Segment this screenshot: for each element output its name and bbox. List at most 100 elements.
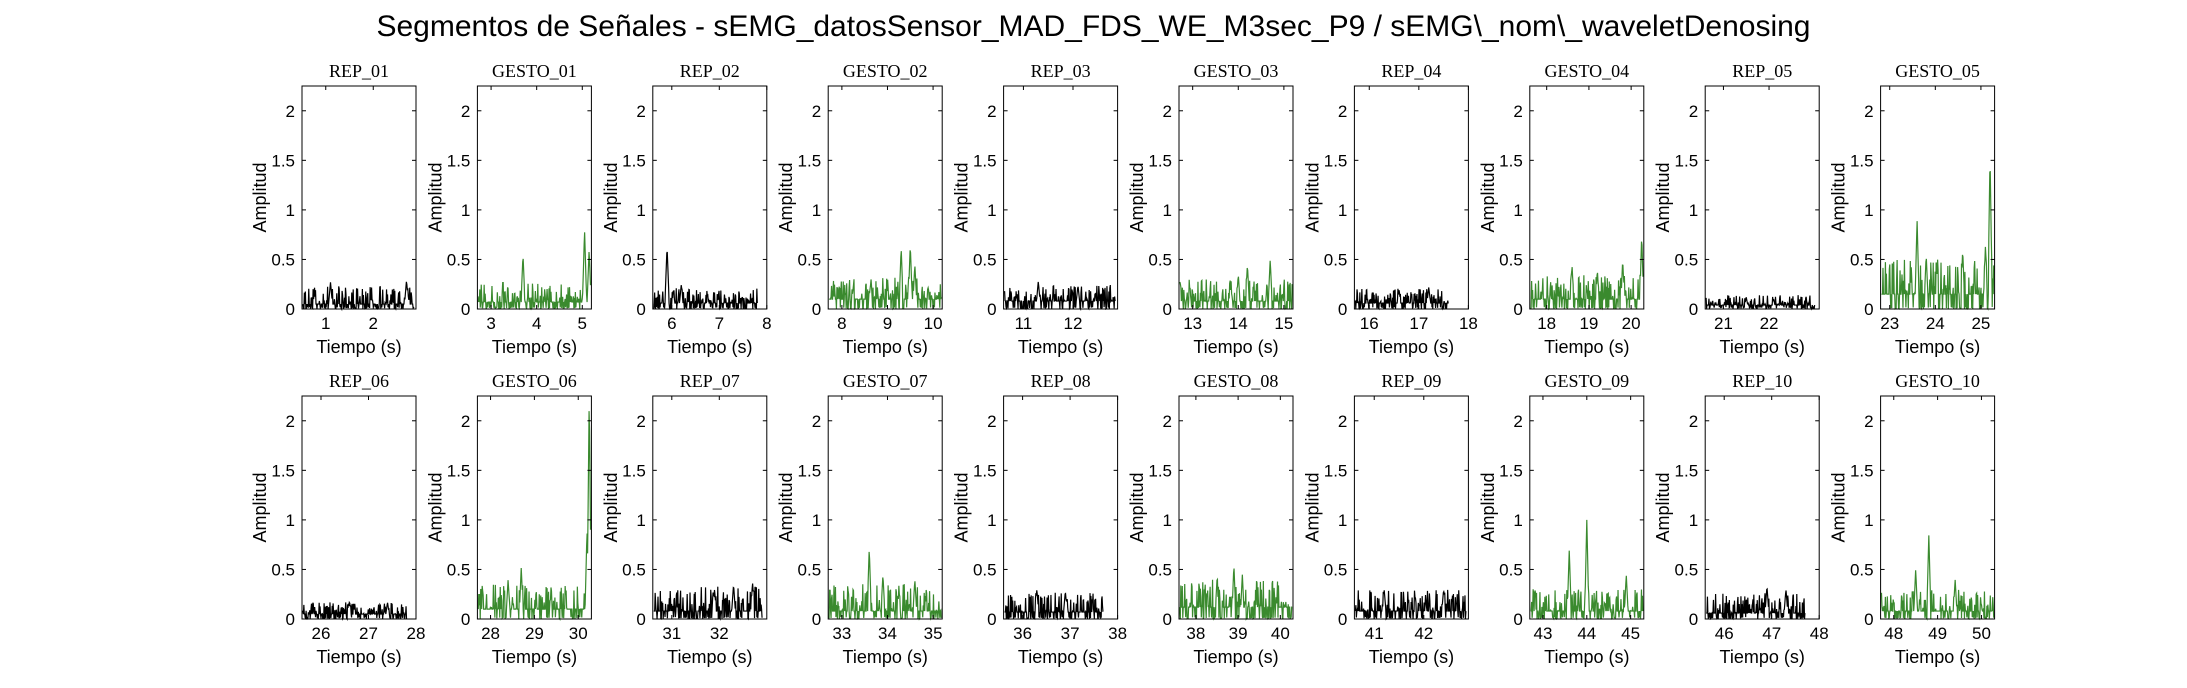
x-tick-label: 12 <box>1064 314 1083 333</box>
subplot-title: GESTO_01 <box>492 61 577 81</box>
signal-line <box>653 251 758 311</box>
y-tick-label: 0 <box>461 300 470 319</box>
y-tick-label: 0 <box>636 300 645 319</box>
y-tick-label: 2 <box>461 412 470 431</box>
y-tick-label: 2 <box>1338 412 1347 431</box>
subplot-gesto_02: GESTO_02 0 0.5 1 1.5 2 8 9 10 Tiempo (s) Amplitud <box>776 61 943 357</box>
y-tick-label: 1 <box>1338 511 1347 530</box>
y-axis-label: Amplitud <box>1653 472 1673 542</box>
y-axis-label: Amplitud <box>776 162 796 232</box>
x-tick-label: 6 <box>667 314 676 333</box>
x-axis-label: Tiempo (s) <box>843 647 928 667</box>
x-tick-label: 28 <box>481 624 500 643</box>
y-axis-label: Amplitud <box>776 472 796 542</box>
y-tick-label: 0 <box>1163 610 1172 629</box>
y-tick-label: 0 <box>1864 610 1873 629</box>
y-axis-label: Amplitud <box>1829 162 1849 232</box>
y-tick-label: 0.5 <box>622 560 646 579</box>
x-axis-label: Tiempo (s) <box>843 337 928 357</box>
x-tick-label: 44 <box>1577 624 1596 643</box>
y-tick-label: 0 <box>812 610 821 629</box>
y-tick-label: 1.5 <box>1499 461 1523 480</box>
y-axis-label: Amplitud <box>250 472 270 542</box>
subplot-rep_06: REP_06 0 0.5 1 1.5 2 26 27 28 Tiempo (s) Amplitud <box>250 371 425 667</box>
x-tick-label: 8 <box>837 314 846 333</box>
x-tick-label: 8 <box>762 314 771 333</box>
x-tick-label: 23 <box>1880 314 1899 333</box>
subplot-rep_08: REP_08 0 0.5 1 1.5 2 36 37 38 Tiempo (s) Amplitud <box>952 371 1127 667</box>
y-tick-label: 1.5 <box>798 151 822 170</box>
y-tick-label: 1.5 <box>1675 151 1699 170</box>
subplot-title: REP_04 <box>1381 61 1441 81</box>
axes-box <box>1704 395 1820 620</box>
y-tick-label: 1 <box>461 511 470 530</box>
y-tick-label: 1.5 <box>973 151 997 170</box>
y-tick-label: 1.5 <box>622 151 646 170</box>
y-axis-label: Amplitud <box>1127 472 1147 542</box>
signal-line <box>1706 587 1806 621</box>
x-tick-label: 5 <box>578 314 587 333</box>
figure-title: Segmentos de Señales - sEMG_datosSensor_… <box>376 10 1811 43</box>
x-tick-label: 30 <box>569 624 588 643</box>
subplot-title: REP_01 <box>329 61 389 81</box>
x-tick-label: 45 <box>1621 624 1640 643</box>
y-tick-label: 1 <box>1338 201 1347 220</box>
x-axis-label: Tiempo (s) <box>1544 337 1629 357</box>
subplot-gesto_10: GESTO_10 0 0.5 1 1.5 2 48 49 50 Tiempo (s) Amplitu… <box>1829 371 1996 667</box>
subplot-title: GESTO_10 <box>1895 371 1980 391</box>
x-axis-label: Tiempo (s) <box>1369 337 1454 357</box>
x-axis-label: Tiempo (s) <box>1895 337 1980 357</box>
x-tick-label: 17 <box>1409 314 1428 333</box>
x-axis-label: Tiempo (s) <box>316 647 401 667</box>
subplot-rep_03: REP_03 0 0.5 1 1.5 2 11 12 Tiempo (s) Amplitud <box>952 61 1119 357</box>
x-tick-label: 31 <box>662 624 681 643</box>
y-tick-label: 1 <box>1864 511 1873 530</box>
y-tick-label: 1 <box>1864 201 1873 220</box>
y-tick-label: 2 <box>987 102 996 121</box>
y-tick-label: 0 <box>1864 300 1873 319</box>
x-tick-label: 46 <box>1715 624 1734 643</box>
y-tick-label: 1.5 <box>1148 151 1172 170</box>
y-tick-label: 1 <box>812 511 821 530</box>
x-tick-label: 34 <box>878 624 897 643</box>
x-axis-label: Tiempo (s) <box>1369 647 1454 667</box>
y-tick-label: 2 <box>636 102 645 121</box>
subplot-title: REP_03 <box>1031 61 1091 81</box>
x-tick-label: 35 <box>924 624 943 643</box>
y-tick-label: 0.5 <box>271 560 295 579</box>
y-tick-label: 1 <box>1513 511 1522 530</box>
x-tick-label: 50 <box>1972 624 1991 643</box>
y-tick-label: 2 <box>1864 102 1873 121</box>
x-tick-label: 47 <box>1762 624 1781 643</box>
y-axis-label: Amplitud <box>952 472 972 542</box>
y-tick-label: 0.5 <box>1148 250 1172 269</box>
subplot-rep_04: REP_04 0 0.5 1 1.5 2 16 17 18 Tiempo (s) Amplitud <box>1302 61 1477 357</box>
subplot-gesto_08: GESTO_08 0 0.5 1 1.5 2 38 39 40 Tiempo (s) Amplitu… <box>1127 371 1294 667</box>
axes-box <box>1003 85 1119 310</box>
x-tick-label: 48 <box>1884 624 1903 643</box>
axes-box <box>1529 85 1645 310</box>
axes-box <box>476 395 592 620</box>
signal-line <box>1004 590 1104 621</box>
x-axis-label: Tiempo (s) <box>1193 647 1278 667</box>
y-tick-label: 1 <box>987 511 996 530</box>
y-tick-label: 1 <box>1689 511 1698 530</box>
subplot-title: GESTO_09 <box>1544 371 1629 391</box>
x-tick-label: 39 <box>1229 624 1248 643</box>
x-tick-label: 9 <box>883 314 892 333</box>
subplot-title: REP_10 <box>1732 371 1792 391</box>
y-axis-label: Amplitud <box>1127 162 1147 232</box>
signal-line <box>1880 535 1995 621</box>
signal-line <box>1705 295 1816 311</box>
y-tick-label: 1.5 <box>1324 151 1348 170</box>
x-axis-label: Tiempo (s) <box>492 337 577 357</box>
signal-line <box>477 232 592 311</box>
x-tick-label: 49 <box>1928 624 1947 643</box>
subplot-title: GESTO_04 <box>1544 61 1629 81</box>
y-tick-label: 0 <box>987 610 996 629</box>
signal-line <box>653 583 763 621</box>
y-tick-label: 1 <box>1163 201 1172 220</box>
y-tick-label: 0.5 <box>1850 560 1874 579</box>
signal-line <box>1881 170 1995 311</box>
